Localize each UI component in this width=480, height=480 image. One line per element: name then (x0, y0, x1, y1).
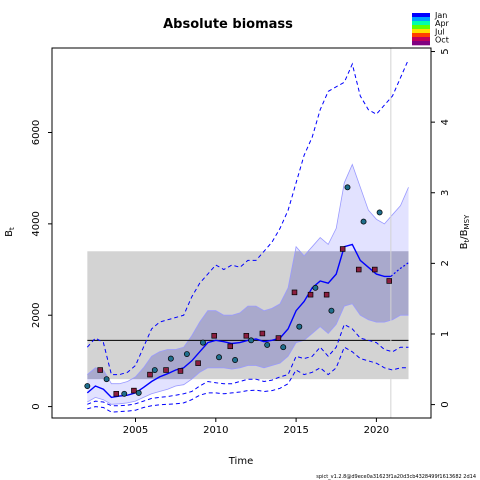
observation-point (121, 390, 128, 397)
legend-swatch (412, 17, 430, 22)
legend-swatch (412, 41, 430, 46)
observation-point (259, 330, 266, 337)
observation-point (296, 323, 303, 330)
observation-point (307, 291, 314, 298)
version-footer: spict_v1.2.8@d9ece0a31623f1a20d3cb432849… (316, 474, 476, 480)
observation-point (177, 368, 184, 374)
observation-point (312, 284, 319, 291)
y-tick-label: 0 (31, 403, 42, 409)
observation-point (264, 341, 271, 348)
observation-point (372, 266, 378, 273)
y2-tick-label: 2 (440, 260, 451, 266)
observation-point (344, 184, 351, 191)
observation-point (200, 339, 206, 346)
observation-point (103, 376, 110, 383)
y2-tick-label: 3 (440, 190, 451, 196)
y2-tick-label: 4 (440, 119, 451, 125)
observation-point (360, 218, 367, 225)
ci-lower-edge (87, 303, 409, 405)
observation-point (248, 337, 255, 344)
x-tick-label: 2020 (364, 425, 389, 436)
plot-area: 2005 2010 2015 2020 0 2000 4000 6000 0 1 2 3 4 5 (31, 47, 451, 436)
observation-point (386, 278, 392, 284)
prediction-upper-line (86, 59, 409, 376)
observation-point (243, 333, 250, 339)
observation-point (135, 389, 142, 396)
observation-point (376, 209, 383, 216)
ci-upper-edge (87, 163, 409, 385)
legend-swatch (412, 21, 430, 26)
observation-point (167, 355, 174, 362)
y-tick-label: 6000 (31, 120, 42, 145)
observation-point (131, 387, 137, 394)
y2-axis-label: Bt/BMSY (459, 214, 471, 249)
observation-point (183, 351, 190, 357)
y-axis-label: Bt (4, 227, 16, 237)
observation-point (291, 289, 298, 296)
observation-point (355, 266, 362, 273)
y-tick-label: 4000 (31, 211, 42, 236)
legend-label-oct: Oct (435, 36, 449, 45)
x-axis-label: Time (228, 456, 253, 467)
plot-frame (51, 47, 432, 419)
chart-title: Absolute biomass (163, 17, 293, 32)
legend-swatch (412, 25, 430, 30)
legend-label-apr: Apr (435, 19, 450, 28)
legend-swatch (412, 29, 430, 34)
observation-point (275, 335, 282, 341)
observation-point (84, 383, 91, 389)
y2-tick-label: 5 (440, 48, 451, 54)
observation-point (97, 367, 103, 373)
observation-point (339, 246, 346, 252)
observation-point (113, 391, 119, 397)
legend-swatch (412, 13, 430, 18)
legend-swatch (412, 33, 430, 38)
x-tick-label: 2005 (123, 425, 148, 436)
x-tick-label: 2015 (283, 425, 308, 436)
legend-swatch (412, 37, 430, 42)
y-tick-label: 2000 (31, 302, 42, 327)
observation-point (216, 354, 222, 361)
legend-label-jul: Jul (434, 27, 445, 36)
y2-tick-label: 0 (440, 401, 451, 407)
observation-point (211, 333, 217, 339)
legend-label-jan: Jan (434, 11, 447, 20)
observation-point (328, 307, 335, 314)
observation-point (323, 291, 330, 298)
observation-point (227, 343, 234, 350)
y2-tick-label: 1 (440, 331, 451, 337)
observation-point (147, 371, 153, 378)
observation-point (280, 344, 287, 351)
observation-point (163, 367, 169, 373)
observation-point (232, 357, 239, 363)
x-tick-label: 2010 (203, 425, 228, 436)
observation-point (151, 367, 158, 373)
observation-point (195, 360, 201, 366)
